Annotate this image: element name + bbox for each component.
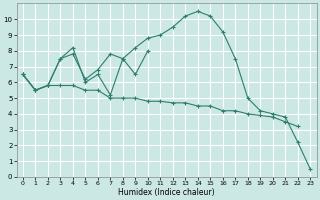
X-axis label: Humidex (Indice chaleur): Humidex (Indice chaleur) [118, 188, 215, 197]
